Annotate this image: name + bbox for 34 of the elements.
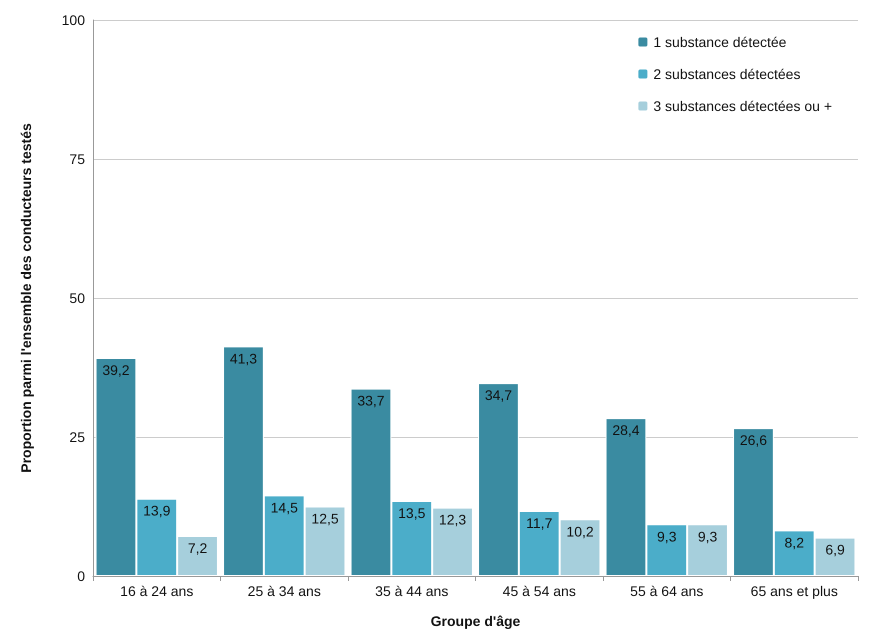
data-label: 41,3	[230, 350, 258, 366]
data-label: 6,9	[825, 542, 845, 558]
y-tick-label: 100	[62, 12, 86, 28]
legend-label: 1 substance détectée	[653, 34, 787, 50]
data-label: 9,3	[657, 528, 677, 544]
data-label: 26,6	[740, 432, 768, 448]
data-label: 28,4	[612, 422, 640, 438]
data-label: 33,7	[357, 392, 385, 409]
legend-label: 2 substances détectées	[653, 66, 800, 82]
x-tick-label: 45 à 54 ans	[502, 583, 576, 599]
y-tick-label: 50	[69, 290, 86, 306]
data-label: 8,2	[784, 534, 804, 550]
data-label: 34,7	[484, 387, 512, 404]
x-tick-label: 25 à 34 ans	[248, 583, 321, 599]
data-label: 13,5	[398, 504, 426, 521]
y-tick-label: 25	[69, 429, 86, 445]
data-label: 10,2	[566, 523, 594, 540]
data-label: 12,5	[311, 510, 339, 526]
x-tick-label: 16 à 24 ans	[120, 583, 194, 599]
data-label: 7,2	[188, 540, 208, 556]
x-tick-label: 65 ans et plus	[750, 583, 838, 599]
data-label: 14,5	[270, 499, 298, 516]
data-label: 39,2	[102, 362, 130, 378]
data-label: 9,3	[698, 528, 718, 544]
x-tick-label: 55 à 64 ans	[630, 583, 704, 599]
data-label: 12,3	[438, 512, 466, 528]
x-axis-title: Groupe d'âge	[430, 613, 521, 629]
y-axis-title: Proportion parmi l'ensemble des conducteurs testés	[18, 123, 34, 473]
data-label: 11,7	[526, 514, 553, 531]
y-tick-label: 0	[77, 568, 86, 584]
x-tick-label: 35 à 44 ans	[375, 583, 448, 599]
y-tick-label: 75	[69, 151, 86, 167]
data-label: 13,9	[143, 502, 171, 519]
legend-label: 3 substances détectées ou +	[653, 98, 832, 114]
